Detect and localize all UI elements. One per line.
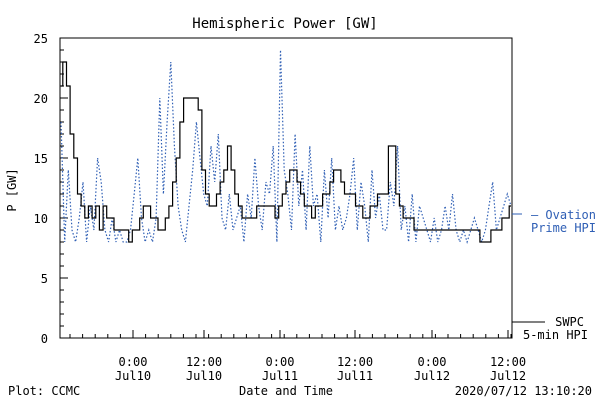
x-tick-label-time: 12:00 (186, 355, 222, 369)
legend-swpc-line2: 5-min HPI (523, 328, 588, 342)
y-tick-label: 20 (34, 92, 48, 106)
y-tick-label: 5 (41, 272, 48, 286)
x-tick-label-time: 12:00 (490, 355, 526, 369)
series-swpc-5min-hpi (61, 61, 511, 243)
x-tick-label-date: Jul12 (414, 369, 450, 383)
legend-ovation-line1: — Ovation (531, 208, 596, 222)
x-tick-label-date: Jul11 (337, 369, 373, 383)
y-tick-label: 0 (41, 332, 48, 346)
y-axis-ticks: 0 5 10 15 20 25 (34, 32, 68, 346)
x-tick-label-date: Jul10 (186, 369, 222, 383)
y-axis-label: P [GW] (5, 168, 19, 211)
y-tick-label: 15 (34, 152, 48, 166)
x-tick-label-time: 12:00 (337, 355, 373, 369)
x-tick-label-time: 0:00 (266, 355, 295, 369)
y-tick-label: 25 (34, 32, 48, 46)
x-tick-label-date: Jul12 (490, 369, 526, 383)
x-tick-label-date: Jul11 (262, 369, 298, 383)
x-tick-label-time: 0:00 (418, 355, 447, 369)
legend-ovation-line2: Prime HPI (531, 221, 596, 235)
y-tick-label: 10 (34, 212, 48, 226)
plot-frame (59, 37, 513, 339)
chart-title: Hemispheric Power [GW] (192, 16, 377, 32)
series-ovation-prime-hpi (60, 49, 512, 245)
footer-timestamp: 2020/07/12 13:10:20 (455, 384, 592, 398)
x-axis-ticks: 0:00Jul1012:00Jul100:00Jul1112:00Jul110:… (69, 330, 526, 383)
footer-plot-credit: Plot: CCMC (8, 384, 80, 398)
x-axis-label: Date and Time (239, 384, 333, 398)
legend-swpc-line1: SWPC (555, 315, 584, 329)
x-tick-label-time: 0:00 (119, 355, 148, 369)
x-tick-label-date: Jul10 (115, 369, 151, 383)
